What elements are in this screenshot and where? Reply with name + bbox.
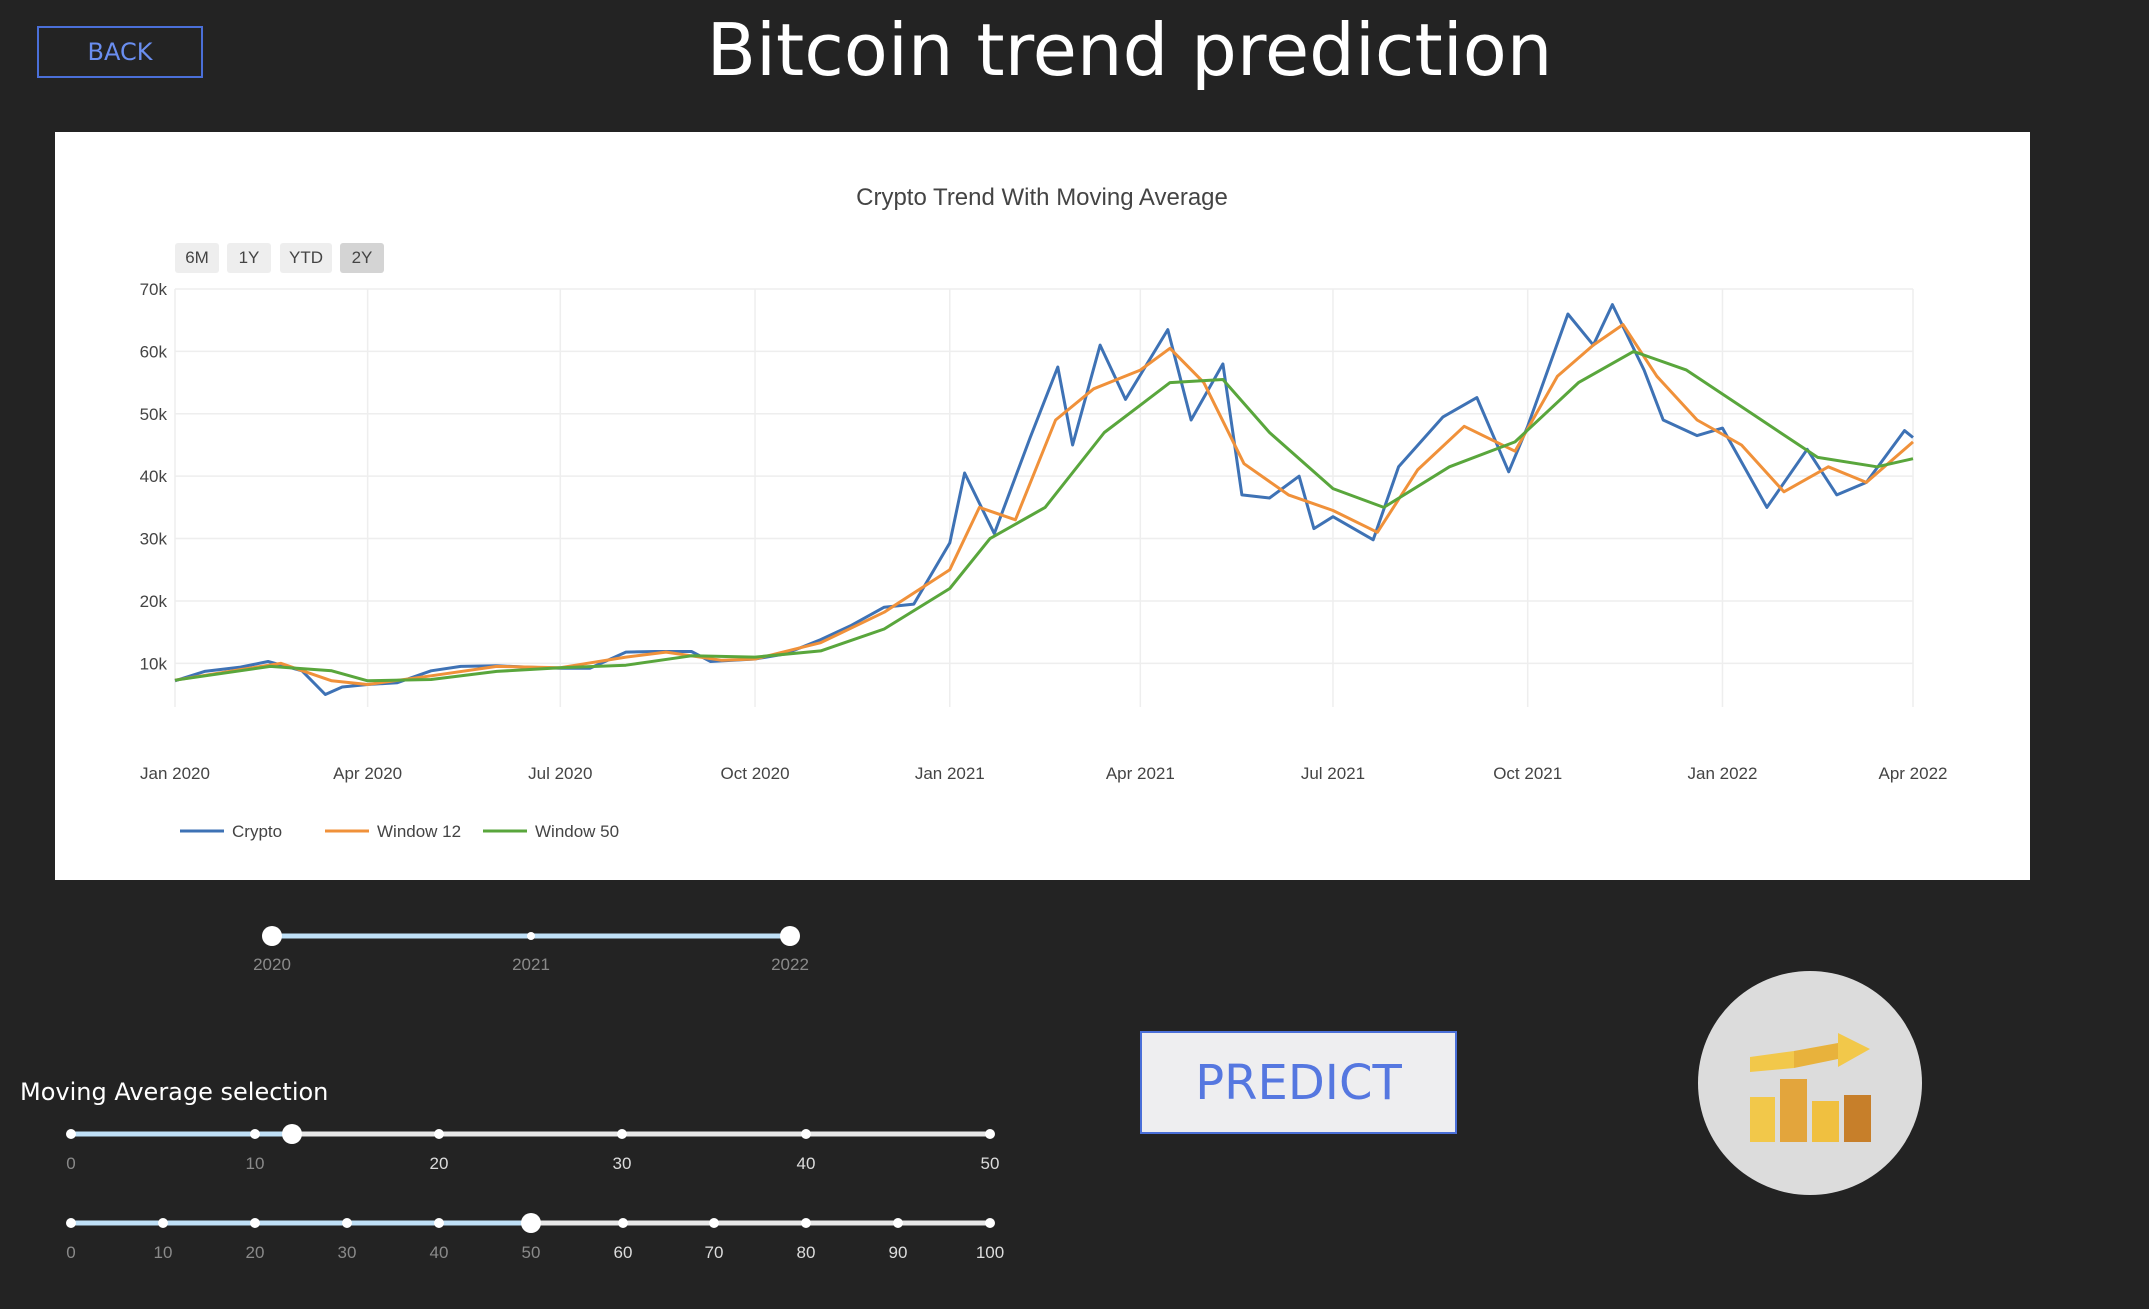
year-slider-handle-end[interactable]: [780, 926, 800, 946]
x-tick-label: Oct 2021: [1493, 764, 1562, 783]
x-tick-label: Apr 2022: [1879, 764, 1948, 783]
range-button-6m[interactable]: 6M: [175, 243, 219, 273]
moving-average-slider-1[interactable]: [66, 1124, 995, 1144]
ma-slider-2-label: 20: [245, 1243, 265, 1262]
x-tick-label: Apr 2020: [333, 764, 402, 783]
page-title: Bitcoin trend prediction: [706, 8, 1553, 92]
ma-slider-2-label: 100: [975, 1243, 1005, 1262]
ma-slider-2-label: 10: [153, 1243, 173, 1262]
ma-slider-2-label: 90: [888, 1243, 908, 1262]
moving-average-chart: Crypto Trend With Moving Average 10k 20k 3…: [140, 184, 1948, 841]
y-tick-label: 30k: [140, 530, 168, 549]
y-tick-label: 10k: [140, 654, 168, 673]
legend-label: Crypto: [232, 822, 282, 841]
y-tick-label: 50k: [140, 405, 168, 424]
ma-slider-2-label: 70: [704, 1243, 724, 1262]
moving-average-slider-2[interactable]: [66, 1213, 995, 1233]
ma-slider-1-label: 50: [980, 1154, 1000, 1173]
ma-slider-2-label: 80: [796, 1243, 816, 1262]
x-tick-label: Jan 2020: [140, 764, 210, 783]
ma-slider-2-label: 30: [337, 1243, 357, 1262]
range-button-1y[interactable]: 1Y: [227, 243, 271, 273]
range-button-ytd[interactable]: YTD: [280, 243, 332, 273]
ma-slider-1-label: 30: [612, 1154, 632, 1173]
trend-chart-icon: [1750, 1033, 1871, 1142]
ma-slider-1-label: 10: [245, 1154, 265, 1173]
range-button-2y[interactable]: 2Y: [340, 243, 384, 273]
year-range-slider[interactable]: [262, 926, 800, 946]
year-slider-label: 2020: [253, 955, 291, 974]
app-logo: [1698, 971, 1922, 1195]
ma-slider-2-label: 40: [429, 1243, 449, 1262]
ma-slider-1-label: 20: [429, 1154, 449, 1173]
ma-slider-1-label: 40: [796, 1154, 816, 1173]
year-slider-label: 2021: [512, 955, 550, 974]
back-button[interactable]: BACK: [37, 26, 203, 78]
year-slider-label: 2022: [771, 955, 809, 974]
series-line-crypto: [174, 303, 1914, 696]
chart-card: Crypto Trend With Moving Average 10k 20k 3…: [55, 132, 2030, 880]
ma-slider-2-label: 60: [613, 1243, 633, 1262]
ma-slider-1-label: 0: [66, 1154, 76, 1173]
x-tick-label: Oct 2020: [721, 764, 790, 783]
ma-slider-2-label: 0: [66, 1243, 76, 1262]
y-tick-label: 40k: [140, 467, 168, 486]
x-tick-label: Apr 2021: [1106, 764, 1175, 783]
predict-button[interactable]: PREDICT: [1140, 1031, 1457, 1134]
y-tick-label: 20k: [140, 592, 168, 611]
moving-average-title: Moving Average selection: [20, 1078, 329, 1106]
x-tick-label: Jan 2022: [1687, 764, 1757, 783]
x-tick-label: Jul 2021: [1301, 764, 1365, 783]
year-slider-handle-start[interactable]: [262, 926, 282, 946]
y-tick-label: 70k: [140, 280, 168, 299]
legend-label: Window 50: [535, 822, 619, 841]
ma-slider-1-handle[interactable]: [282, 1124, 302, 1144]
chart-title: Crypto Trend With Moving Average: [856, 184, 1228, 211]
ma-slider-2-handle[interactable]: [521, 1213, 541, 1233]
y-tick-label: 60k: [140, 342, 168, 361]
legend-label: Window 12: [377, 822, 461, 841]
x-tick-label: Jul 2020: [528, 764, 592, 783]
x-tick-label: Jan 2021: [915, 764, 985, 783]
ma-slider-2-label: 50: [521, 1243, 541, 1262]
series-line-window-50: [174, 349, 1914, 683]
series-line-window-12: [174, 323, 1914, 686]
